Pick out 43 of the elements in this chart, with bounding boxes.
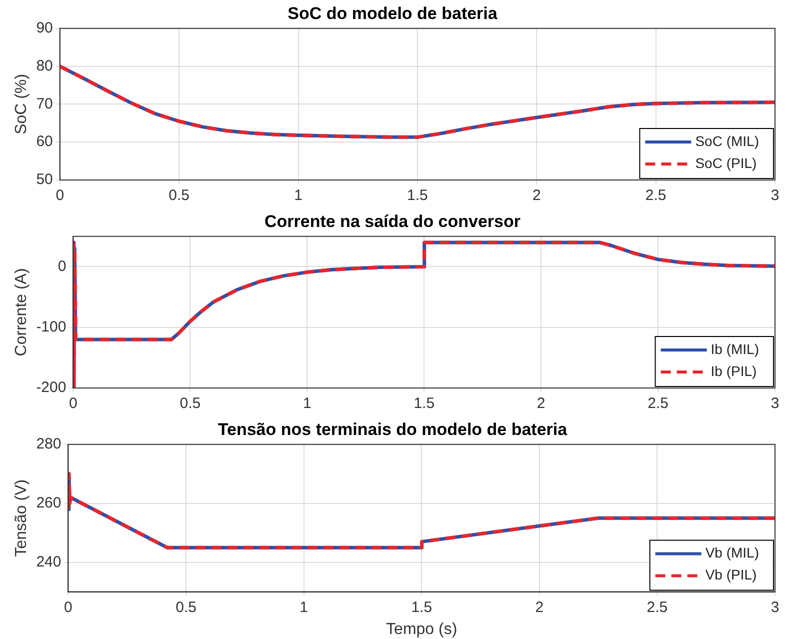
chart-title: Corrente na saída do conversor [264, 212, 521, 231]
y-tick-label: 70 [36, 95, 53, 112]
x-tick-label: 2 [536, 395, 546, 412]
x-tick-label: 3 [770, 395, 780, 412]
legend-label: Vb (MIL) [705, 544, 760, 561]
legend-label: SoC (MIL) [695, 132, 760, 149]
legend-label: Ib (PIL) [710, 362, 757, 379]
x-tick-label: 2.5 [648, 395, 668, 412]
x-tick-label: 3 [770, 598, 780, 616]
x-axis-title: Tempo (s) [386, 620, 458, 638]
y-axis-title: Tensão (V) [13, 479, 30, 557]
x-tick-label: 2.5 [645, 187, 666, 204]
x-tick-label: 2 [535, 598, 544, 616]
chart-title: Tensão nos terminais do modelo de bateria [218, 420, 568, 439]
x-tick-label: 0.5 [180, 395, 201, 412]
x-tick-label: 1 [302, 395, 312, 412]
y-tick-label: 80 [36, 57, 53, 74]
y-axis-title: SoC (%) [13, 74, 30, 134]
y-tick-label: -100 [36, 318, 66, 336]
y-tick-label: 280 [36, 436, 62, 453]
legend-label: Ib (MIL) [710, 340, 760, 357]
y-tick-label: 60 [36, 133, 53, 150]
x-tick-label: 0 [69, 395, 78, 412]
x-tick-label: 1.5 [414, 395, 435, 412]
y-tick-label: 50 [36, 171, 53, 188]
x-tick-label: 2.5 [646, 598, 668, 616]
legend-label: SoC (PIL) [695, 154, 757, 171]
x-tick-label: 0.5 [168, 187, 190, 204]
y-tick-label: 90 [36, 20, 53, 37]
y-tick-label: -200 [36, 379, 66, 396]
x-tick-label: 2 [532, 187, 541, 204]
chart-title: SoC do modelo de bateria [288, 4, 498, 23]
x-tick-label: 1.5 [411, 598, 432, 616]
x-tick-label: 3 [770, 187, 780, 204]
x-tick-label: 1 [294, 187, 302, 204]
legend-label: Vb (PIL) [705, 566, 757, 583]
y-tick-label: 240 [36, 553, 62, 570]
y-tick-label: 260 [36, 494, 62, 512]
y-tick-label: 0 [58, 258, 66, 275]
x-tick-label: 1 [300, 598, 308, 616]
x-tick-label: 0.5 [176, 598, 196, 616]
y-axis-title: Corrente (A) [13, 268, 30, 356]
x-tick-label: 1.5 [407, 187, 428, 204]
